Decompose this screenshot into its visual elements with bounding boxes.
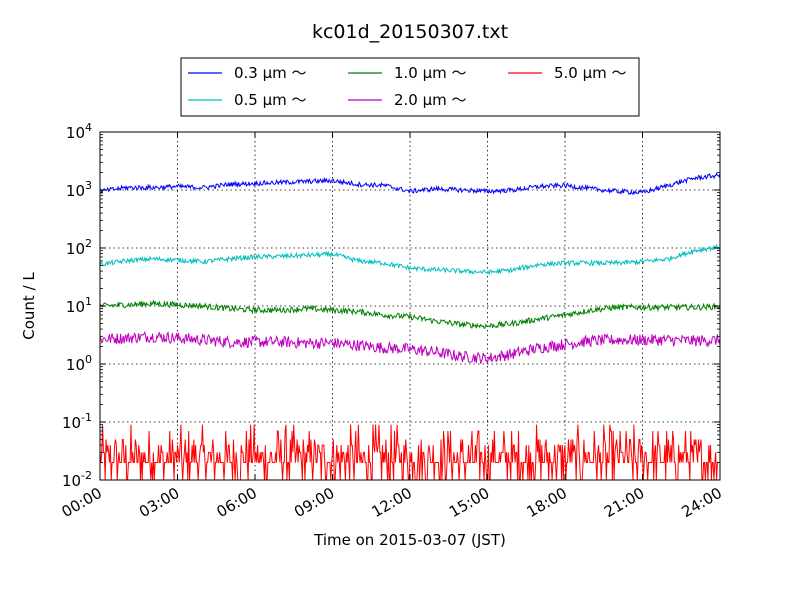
- legend-label: 0.3 μm ～: [234, 64, 307, 82]
- y-tick-base: 10: [66, 356, 85, 374]
- y-tick-label: 102: [66, 237, 92, 258]
- series-line-2: [99, 299, 721, 329]
- legend-label: 2.0 μm ～: [394, 91, 467, 109]
- y-tick-base: 10: [62, 414, 81, 432]
- y-tick-exponent: 4: [85, 121, 92, 134]
- chart-title: kc01d_20150307.txt: [312, 21, 508, 43]
- y-tick-label: 10-1: [62, 411, 92, 432]
- legend-label: 1.0 μm ～: [394, 64, 467, 82]
- ticks: [99, 131, 721, 481]
- y-tick-exponent: 1: [85, 295, 92, 308]
- y-tick-base: 10: [66, 124, 85, 142]
- y-tick-base: 10: [66, 240, 85, 258]
- y-tick-exponent: -1: [81, 411, 92, 424]
- series-line-4: [99, 424, 720, 481]
- y-axis-label: Count / L: [20, 272, 38, 340]
- y-tick-label: 100: [66, 353, 92, 374]
- series-layer: [99, 172, 721, 481]
- legend: 0.3 μm ～ 0.5 μm ～ 1.0 μm ～ 2.0 μm ～ 5.0 μm ～: [180, 57, 640, 117]
- legend-frame: [180, 57, 640, 117]
- y-tick-exponent: 0: [85, 353, 92, 366]
- y-tick-label: 104: [66, 121, 92, 142]
- y-tick-base: 10: [66, 298, 85, 316]
- x-axis-label: Time on 2015-03-07 (JST): [313, 531, 506, 549]
- series-line-3: [99, 330, 721, 364]
- y-tick-exponent: -2: [81, 469, 92, 482]
- legend-label: 5.0 μm ～: [554, 64, 627, 82]
- y-tick-exponent: 3: [85, 179, 92, 192]
- y-tick-base: 10: [66, 182, 85, 200]
- series-line-1: [99, 243, 721, 275]
- series-line-0: [99, 172, 721, 195]
- y-tick-label: 10-2: [62, 469, 92, 490]
- legend-label: 0.5 μm ～: [234, 91, 307, 109]
- y-tick-base: 10: [62, 472, 81, 490]
- y-tick-label: 103: [66, 179, 92, 200]
- y-tick-exponent: 2: [85, 237, 92, 250]
- y-tick-label: 101: [66, 295, 92, 316]
